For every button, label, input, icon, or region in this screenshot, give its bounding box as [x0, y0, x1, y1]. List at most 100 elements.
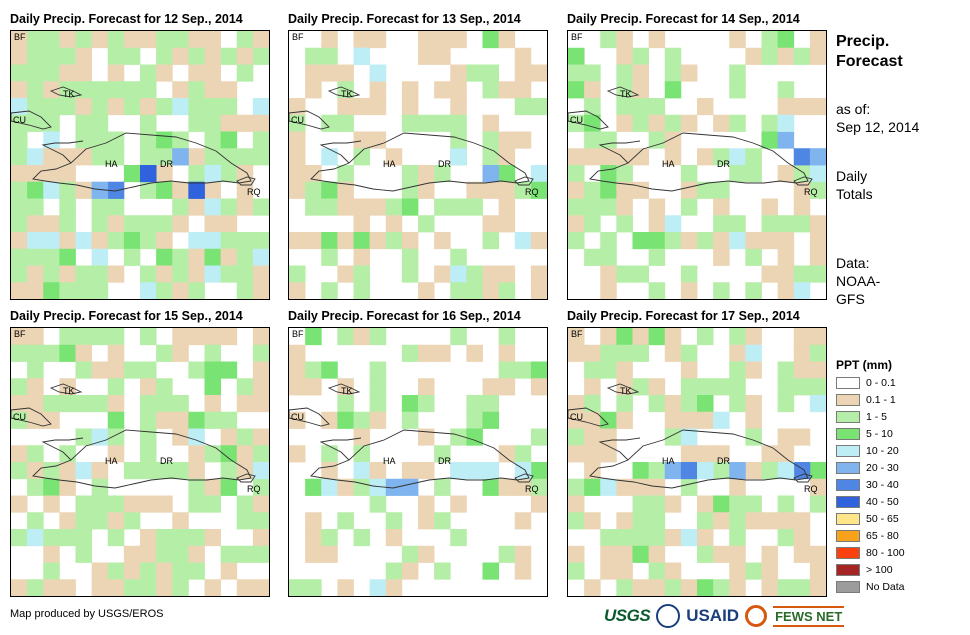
grid-cell	[385, 512, 403, 530]
grid-cell	[188, 361, 205, 379]
grid-cell	[321, 529, 338, 547]
grid-cell	[59, 47, 76, 65]
grid-cell	[220, 232, 238, 250]
legend-swatch	[836, 410, 860, 423]
grid-cell	[418, 114, 435, 132]
grid-cell	[236, 378, 254, 396]
grid-cell	[107, 495, 125, 513]
grid-cell	[514, 512, 532, 530]
grid-cell	[220, 81, 238, 99]
grid-cell	[401, 198, 419, 216]
grid-cell	[321, 232, 338, 250]
grid-cell	[75, 512, 93, 530]
grid-cell	[11, 165, 28, 183]
grid-cell	[140, 181, 157, 199]
grid-cell	[697, 378, 714, 396]
grid-cell	[777, 428, 795, 446]
grid-cell	[11, 495, 28, 513]
label-tk: TK	[63, 386, 75, 396]
precip-grid-4	[11, 328, 269, 596]
grid-cell	[401, 165, 419, 183]
grid-cell	[156, 344, 173, 362]
legend-swatch	[836, 461, 860, 474]
grid-cell	[289, 114, 306, 132]
data-label: Data:	[836, 255, 870, 271]
legend-item: 80 - 100	[836, 545, 905, 560]
grid-cell	[584, 148, 601, 166]
label-ha: HA	[662, 456, 675, 466]
grid-cell	[385, 562, 403, 580]
precip-grid-2	[289, 31, 547, 299]
grid-cell	[482, 131, 500, 149]
grid-cell	[43, 181, 60, 199]
grid-cell	[172, 462, 189, 480]
grid-cell	[27, 198, 44, 216]
grid-cell	[632, 344, 650, 362]
grid-cell	[632, 462, 650, 480]
grid-cell	[777, 378, 795, 396]
grid-cell	[450, 428, 467, 446]
grid-cell	[568, 232, 585, 250]
grid-cell	[27, 462, 44, 480]
grid-cell	[498, 378, 516, 396]
grid-cell	[353, 411, 371, 429]
usgs-logo: USGS	[604, 606, 651, 625]
grid-cell	[75, 428, 93, 446]
grid-cell-high	[680, 462, 698, 480]
grid-cell	[156, 378, 173, 396]
grid-cell	[584, 215, 601, 233]
usaid-logo: USAID	[686, 606, 740, 625]
grid-cell	[648, 529, 666, 547]
grid-cell	[809, 395, 826, 413]
grid-cell	[43, 344, 60, 362]
data-source-line1: NOAA-	[836, 273, 881, 289]
grid-cell	[289, 148, 306, 166]
grid-cell	[353, 31, 371, 49]
grid-cell	[680, 529, 698, 547]
grid-cell	[809, 361, 826, 379]
legend-title: PPT (mm)	[836, 358, 893, 372]
grid-cell	[204, 445, 222, 463]
grid-cell	[123, 495, 141, 513]
grid-cell	[745, 232, 762, 250]
grid-cell	[697, 98, 714, 116]
label-bf: BF	[571, 32, 583, 42]
grid-cell	[27, 248, 44, 266]
grid-cell	[369, 232, 387, 250]
grid-cell	[434, 165, 451, 183]
grid-cell	[369, 31, 387, 49]
grid-cell	[482, 395, 500, 413]
grid-cell	[27, 31, 44, 49]
grid-cell	[632, 328, 650, 346]
panel-title-6: Daily Precip. Forecast for 17 Sep., 2014	[567, 309, 800, 323]
grid-cell	[584, 98, 601, 116]
grid-cell	[385, 215, 403, 233]
coastline	[793, 176, 813, 186]
grid-cell	[305, 47, 322, 65]
grid-cell-high	[809, 148, 826, 166]
grid-cell	[107, 428, 125, 446]
grid-cell	[745, 361, 762, 379]
grid-cell	[697, 545, 714, 563]
grid-cell	[568, 395, 585, 413]
grid-cell	[156, 579, 173, 596]
grid-cell	[75, 64, 93, 82]
grid-cell	[450, 98, 467, 116]
grid-cell	[305, 378, 322, 396]
grid-cell	[616, 215, 633, 233]
coastline	[568, 407, 609, 427]
grid-cell	[91, 428, 109, 446]
grid-cell	[353, 98, 371, 116]
grid-cell	[321, 47, 338, 65]
grid-cell	[418, 165, 435, 183]
grid-cell	[600, 232, 617, 250]
grid-cell	[530, 265, 547, 283]
grid-cell-high	[188, 181, 205, 199]
grid-cell	[498, 165, 516, 183]
label-ha: HA	[383, 159, 396, 169]
grid-cell	[498, 545, 516, 563]
grid-cell	[353, 462, 371, 480]
grid-cell	[156, 495, 173, 513]
grid-cell	[369, 361, 387, 379]
grid-cell	[43, 562, 60, 580]
